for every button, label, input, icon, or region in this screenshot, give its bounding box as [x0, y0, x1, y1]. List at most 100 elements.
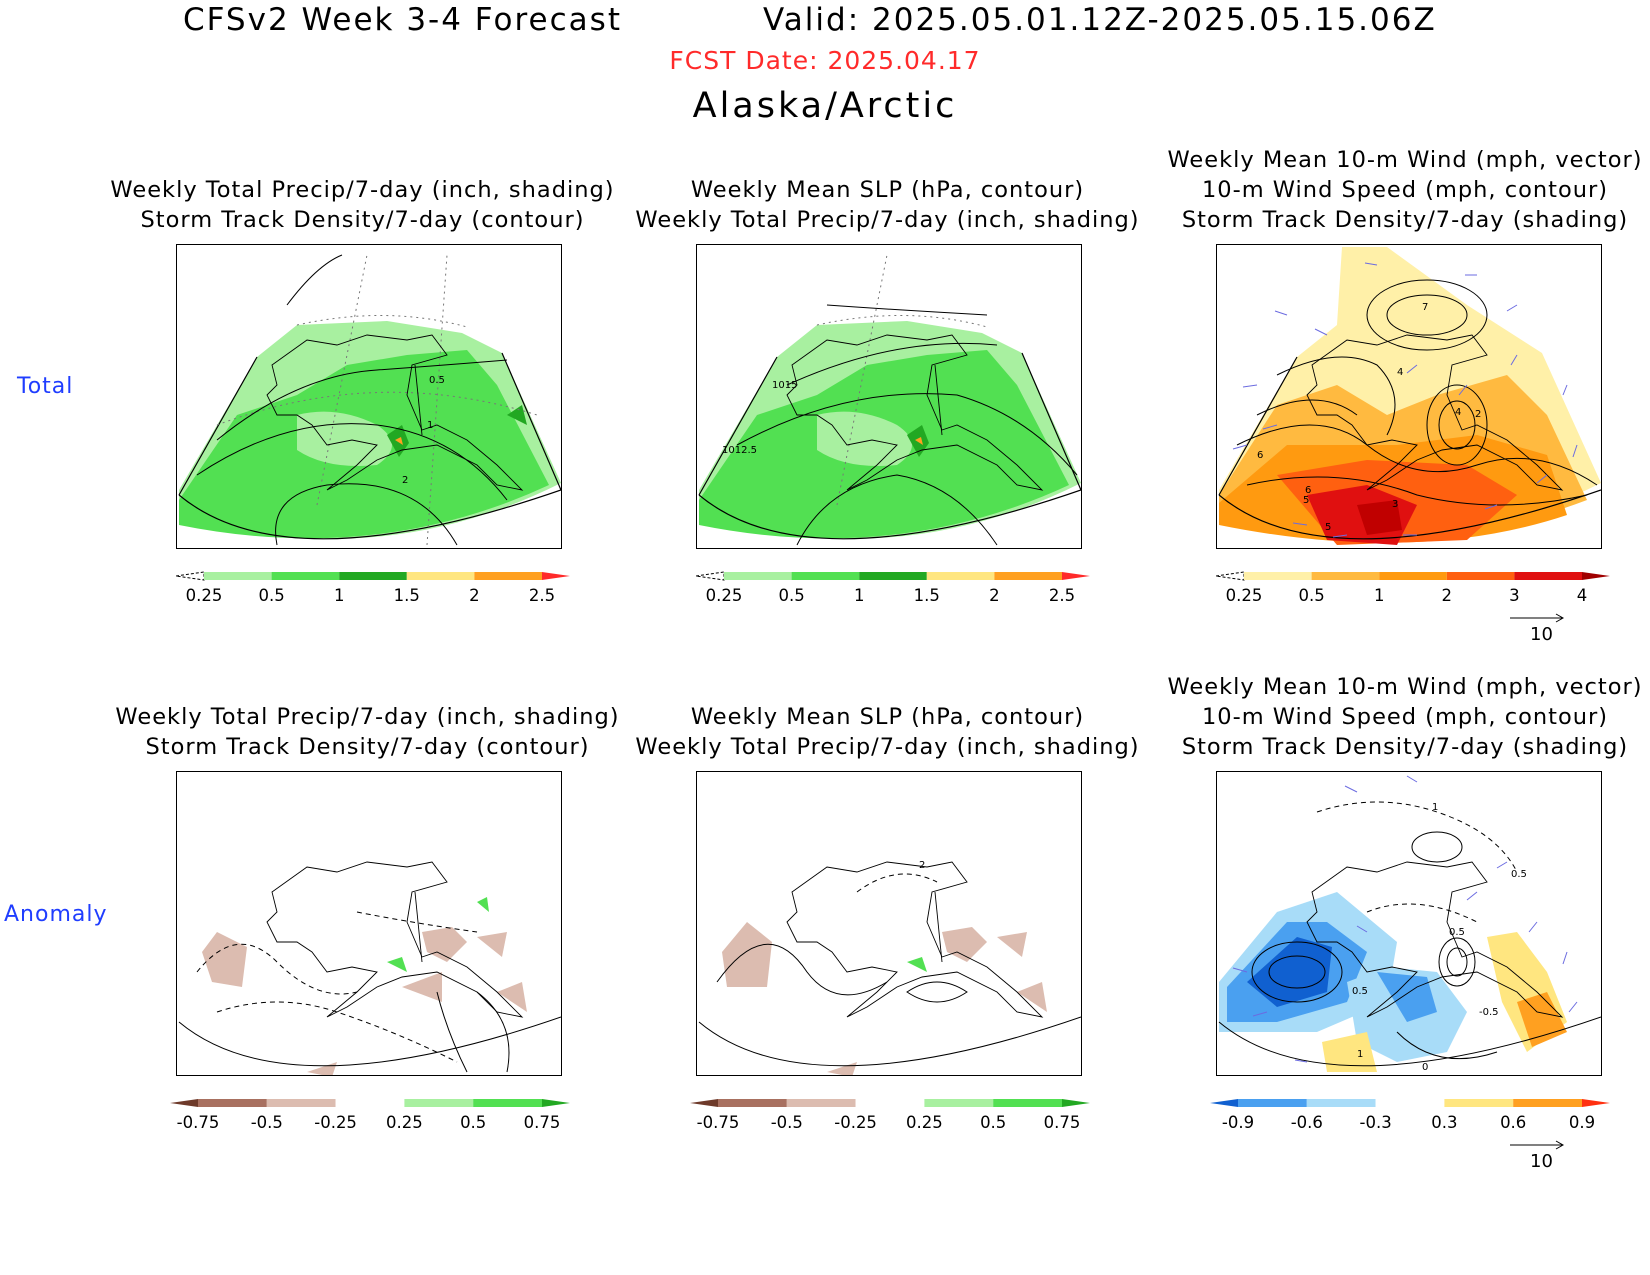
colorbar-tick-label: 0.5 — [258, 586, 285, 605]
title-model-week: CFSv2 Week 3-4 Forecast — [183, 2, 622, 38]
contour-label: 1015 — [772, 380, 797, 391]
colorbar-slp-total: 0.25 0.5 1 1.5 2 2.5 — [696, 570, 1090, 606]
map-anom-slp: 2 — [696, 771, 1082, 1076]
contour-label: 2 — [1475, 409, 1481, 420]
colorbar-swatch — [198, 1099, 267, 1107]
colorbar-storm-anom: -0.9 -0.6 -0.3 0.3 0.6 0.9 — [1210, 1097, 1610, 1133]
colorbar-tick-label: 0.25 — [386, 1113, 423, 1132]
forecast-date: FCST Date: 2025.04.17 — [669, 46, 981, 75]
map-total-precip: 0.5 1 2 — [176, 244, 562, 549]
contour-label: 3 — [1392, 499, 1398, 510]
colorbar-tick-label: 0.9 — [1568, 1113, 1596, 1132]
colorbar-tick-label: 0.5 — [460, 1113, 487, 1132]
colorbar-swatch — [1311, 572, 1380, 580]
colorbar-precip-anom: -0.75 -0.5 -0.25 0.25 0.5 0.75 — [170, 1097, 570, 1133]
colorbar-tick-label: 3 — [1509, 586, 1520, 605]
colorbar-swatch — [696, 571, 725, 581]
contour-label: 2 — [919, 860, 925, 871]
map-anom-wind: 1 0.5 0.5 0.5 -0.5 1 0 — [1216, 771, 1602, 1076]
colorbar-precip-total: 0.25 0.5 1 1.5 2 2.5 — [176, 570, 570, 606]
panel-title-anom-slp: Weekly Mean SLP (hPa, contour) Weekly To… — [635, 704, 1140, 760]
colorbar-swatch — [542, 572, 570, 580]
colorbar-tick-label: 1.5 — [913, 586, 940, 605]
colorbar-swatch — [791, 572, 860, 580]
colorbar-swatch — [1216, 571, 1245, 581]
colorbar-tick-label: -0.25 — [834, 1113, 877, 1132]
colorbar-swatch — [786, 1099, 856, 1107]
colorbar-swatch — [1582, 1099, 1610, 1107]
colorbar-tick-label: 0.5 — [980, 1113, 1007, 1132]
colorbar-tick-label: 0.25 — [1225, 586, 1263, 605]
colorbar-tick-label: 0.5 — [778, 586, 805, 605]
contour-label: 6 — [1257, 450, 1263, 461]
colorbar-swatch — [406, 572, 475, 580]
colorbar-tick-label: 2.5 — [1048, 586, 1076, 605]
colorbar-tick-label: 2 — [989, 586, 1000, 605]
colorbar-tick-label: 1 — [853, 586, 865, 605]
region-title: Alaska/Arctic — [692, 86, 958, 126]
colorbar-swatch — [1375, 1099, 1445, 1107]
contour-label: 2 — [402, 475, 408, 486]
colorbar-swatch — [1582, 572, 1610, 580]
colorbar-swatch — [1513, 1099, 1582, 1107]
colorbar-swatch — [855, 1099, 925, 1107]
colorbar-tick-label: -0.6 — [1290, 1113, 1323, 1132]
colorbar-swatch — [724, 572, 792, 580]
contour-label: 1 — [1432, 802, 1438, 813]
colorbar-swatch — [859, 572, 927, 580]
colorbar-tick-label: 4 — [1576, 586, 1588, 605]
panel-title-total-slp: Weekly Mean SLP (hPa, contour) Weekly To… — [635, 177, 1140, 233]
colorbar-swatch — [404, 1099, 474, 1107]
colorbar-swatch — [718, 1099, 787, 1107]
colorbar-tick-label: -0.3 — [1359, 1113, 1392, 1132]
colorbar-swatch — [1062, 1099, 1090, 1107]
contour-label: 1 — [427, 420, 433, 431]
colorbar-tick-label: 1.5 — [393, 586, 420, 605]
colorbar-tick-label: -0.9 — [1221, 1113, 1255, 1132]
colorbar-swatch — [993, 1099, 1062, 1107]
panel-title-anom-precip: Weekly Total Precip/7-day (inch, shading… — [115, 704, 620, 760]
colorbar-swatch — [1238, 1099, 1307, 1107]
title-valid-range: Valid: 2025.05.01.12Z-2025.05.15.06Z — [763, 2, 1437, 38]
colorbar-swatch — [994, 572, 1062, 580]
colorbar-tick-label: -0.5 — [770, 1113, 803, 1132]
colorbar-tick-label: 0.25 — [185, 586, 223, 605]
contour-label: 4 — [1397, 367, 1403, 378]
row-label-total: Total — [17, 374, 74, 399]
map-total-slp: 1015 1012.5 — [696, 244, 1082, 549]
colorbar-tick-label: 0.25 — [705, 586, 743, 605]
colorbar-graphic — [1210, 1099, 1610, 1107]
colorbar-graphic — [170, 1099, 570, 1107]
colorbar-tick-label: 0.3 — [1431, 1113, 1458, 1132]
contour-label: 6 — [1305, 485, 1311, 496]
colorbar-tick-label: 2 — [469, 586, 480, 605]
colorbar-graphic — [696, 571, 1090, 581]
colorbar-swatch — [176, 571, 205, 581]
map-anom-precip — [176, 771, 562, 1076]
colorbar-swatch — [926, 572, 995, 580]
contour-label: 0.5 — [1449, 927, 1465, 938]
colorbar-swatch — [690, 1099, 718, 1107]
colorbar-swatch — [474, 572, 542, 580]
contour-label: 1012.5 — [722, 445, 757, 456]
colorbar-swatch — [1379, 572, 1447, 580]
colorbar-swatch — [1306, 1099, 1376, 1107]
colorbar-swatch — [266, 1099, 336, 1107]
colorbar-swatch — [542, 1099, 570, 1107]
colorbar-slp-anom: -0.75 -0.5 -0.25 0.25 0.5 0.75 — [690, 1097, 1090, 1133]
contour-label: 7 — [1422, 302, 1428, 313]
vector-reference-anomaly: 10 — [1508, 1137, 1568, 1177]
arrow-icon — [1510, 613, 1565, 623]
contour-label: 5 — [1325, 522, 1331, 533]
vector-reference-total: 10 — [1508, 610, 1568, 650]
panel-title-total-precip: Weekly Total Precip/7-day (inch, shading… — [110, 177, 615, 233]
main-title: CFSv2 Week 3-4 Forecast Valid: 2025.05.0… — [0, 2, 1650, 42]
contour-label: 0.5 — [1352, 986, 1368, 997]
colorbar-graphic — [690, 1099, 1090, 1107]
colorbar-tick-label: 0.5 — [1298, 586, 1325, 605]
colorbar-tick-label: -0.75 — [176, 1113, 220, 1132]
colorbar-tick-label: 1 — [333, 586, 345, 605]
colorbar-swatch — [339, 572, 407, 580]
colorbar-tick-label: -0.25 — [314, 1113, 357, 1132]
colorbar-tick-label: 0.75 — [1043, 1113, 1081, 1132]
